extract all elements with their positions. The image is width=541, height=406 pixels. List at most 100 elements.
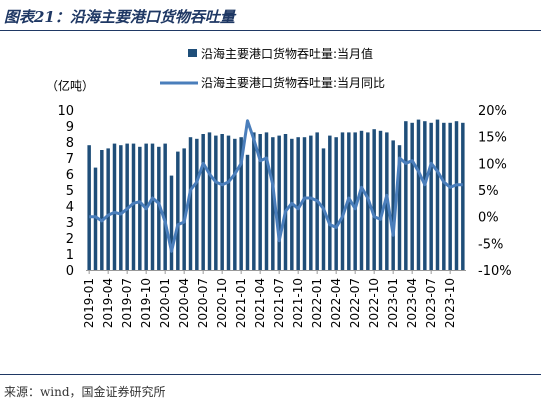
x-tick-label: 2021-04: [253, 278, 267, 328]
x-tick-label: 2020-04: [177, 278, 191, 328]
x-tick-label: 2021-07: [272, 278, 286, 328]
bar-2022-08: [359, 130, 364, 270]
x-tick-label: 2019-07: [120, 278, 134, 328]
x-tick-label: 2019-10: [139, 278, 153, 328]
bar-2022-03: [328, 135, 332, 270]
legend-bar-label: 沿海主要港口货物吞吐量:当月值: [201, 46, 373, 61]
x-tick-label: 2021-01: [234, 278, 248, 328]
x-tick-label: 2020-07: [196, 278, 210, 328]
x-tick-label: 2022-10: [367, 278, 381, 328]
legend: 沿海主要港口货物吞吐量:当月值 沿海主要港口货物吞吐量:当月同比: [160, 46, 385, 90]
bar-2021-07: [277, 135, 281, 270]
y-left-tick-label: 7: [66, 152, 74, 167]
bar-2019-12: [157, 146, 161, 270]
y-right-tick-label: 10%: [478, 157, 507, 172]
bar-2019-08: [131, 143, 136, 270]
bar-2023-01: [391, 140, 395, 270]
x-tick-label: 2023-07: [424, 278, 438, 328]
bar-2019-03: [100, 150, 104, 270]
x-tick-label: 2019-01: [82, 278, 96, 328]
y-right-tick-label: 0%: [478, 211, 499, 226]
bar-2023-11: [454, 121, 459, 270]
bar-2021-02: [245, 154, 250, 270]
bar-2020-10: [220, 134, 224, 270]
bar-2023-12: [461, 122, 465, 270]
bar-2019-05: [112, 143, 117, 270]
y-left-tick-label: 10: [57, 104, 74, 119]
bar-2021-10: [296, 137, 300, 270]
y-right-tick-label: -5%: [478, 237, 503, 252]
bar-2021-04: [258, 134, 262, 270]
x-tick-label: 2023-04: [405, 278, 419, 328]
x-tick-label: 2022-07: [348, 278, 362, 328]
bar-2019-04: [106, 148, 110, 270]
x-tick-label: 2023-01: [386, 278, 400, 328]
bar-2023-06: [423, 121, 427, 270]
x-tick-label: 2020-01: [158, 278, 172, 328]
bar-2021-12: [309, 135, 313, 270]
x-tick-label: 2022-04: [329, 278, 343, 328]
bar-2021-11: [302, 137, 307, 270]
x-tick-label: 2021-10: [291, 278, 305, 328]
source-note: 来源：wind，国金证券研究所: [4, 385, 166, 399]
bar-2020-11: [226, 135, 231, 270]
bar-2022-11: [378, 130, 383, 270]
y-left-tick-label: 9: [66, 120, 74, 135]
x-tick-label: 2023-10: [443, 278, 457, 328]
legend-bar-swatch: [188, 49, 197, 57]
bar-2021-08: [283, 134, 288, 270]
bar-2021-05: [264, 132, 269, 270]
y-unit-label: （亿吨）: [46, 78, 94, 93]
bar-2020-03: [176, 151, 180, 270]
y-left-tick-label: 5: [66, 184, 74, 199]
bar-2021-03: [252, 132, 256, 270]
bar-2022-07: [353, 132, 357, 270]
x-tick-label: 2019-04: [101, 278, 115, 328]
bar-2019-11: [150, 143, 155, 270]
bar-2023-09: [442, 122, 446, 270]
y-right-tick-label: 5%: [478, 184, 499, 199]
x-tick-label: 2020-10: [215, 278, 229, 328]
bar-2023-08: [435, 119, 440, 270]
chart-title: 图表21：沿海主要港口货物吞吐量: [4, 8, 235, 26]
bar-2022-04: [334, 137, 338, 270]
bar-2021-06: [271, 137, 275, 270]
bar-2019-01: [87, 145, 91, 270]
y-right-tick-label: 15%: [478, 131, 507, 146]
y-left-tick-label: 8: [66, 136, 74, 151]
bar-2023-02: [397, 145, 402, 270]
bar-2019-02: [93, 167, 98, 270]
y-left-tick-label: 0: [66, 264, 74, 279]
y-left-tick-label: 2: [66, 232, 74, 247]
y-left-tick-label: 1: [66, 248, 74, 263]
source-divider: [0, 374, 541, 375]
y-left-tick-label: 6: [66, 168, 74, 183]
yoy-line: [89, 119, 463, 253]
bar-2019-06: [119, 145, 123, 270]
bar-2021-01: [239, 137, 243, 270]
legend-line-label: 沿海主要港口货物吞吐量:当月同比: [201, 75, 385, 90]
bar-2023-04: [410, 122, 414, 270]
bar-2023-05: [416, 119, 421, 270]
y-left-tick-label: 3: [66, 216, 74, 231]
bar-2020-01: [163, 143, 167, 270]
bar-2023-10: [448, 122, 452, 270]
x-tick-label: 2022-01: [310, 278, 324, 328]
bar-2022-10: [372, 129, 376, 270]
y-right-tick-label: -10%: [478, 264, 512, 279]
bar-2020-05: [188, 137, 193, 270]
bar-2020-02: [169, 175, 174, 270]
bar-2020-04: [182, 148, 186, 270]
y-right-tick-label: 20%: [478, 104, 507, 119]
title-divider: [0, 30, 541, 31]
bar-2020-07: [201, 134, 205, 270]
bar-2020-09: [214, 135, 218, 270]
bar-2020-08: [207, 132, 212, 270]
bar-2023-07: [429, 122, 433, 270]
bar-2022-05: [340, 132, 345, 270]
bar-2019-09: [138, 146, 142, 270]
y-left-tick-label: 4: [66, 200, 74, 215]
bar-2020-06: [195, 138, 199, 270]
bar-2020-12: [233, 138, 237, 270]
